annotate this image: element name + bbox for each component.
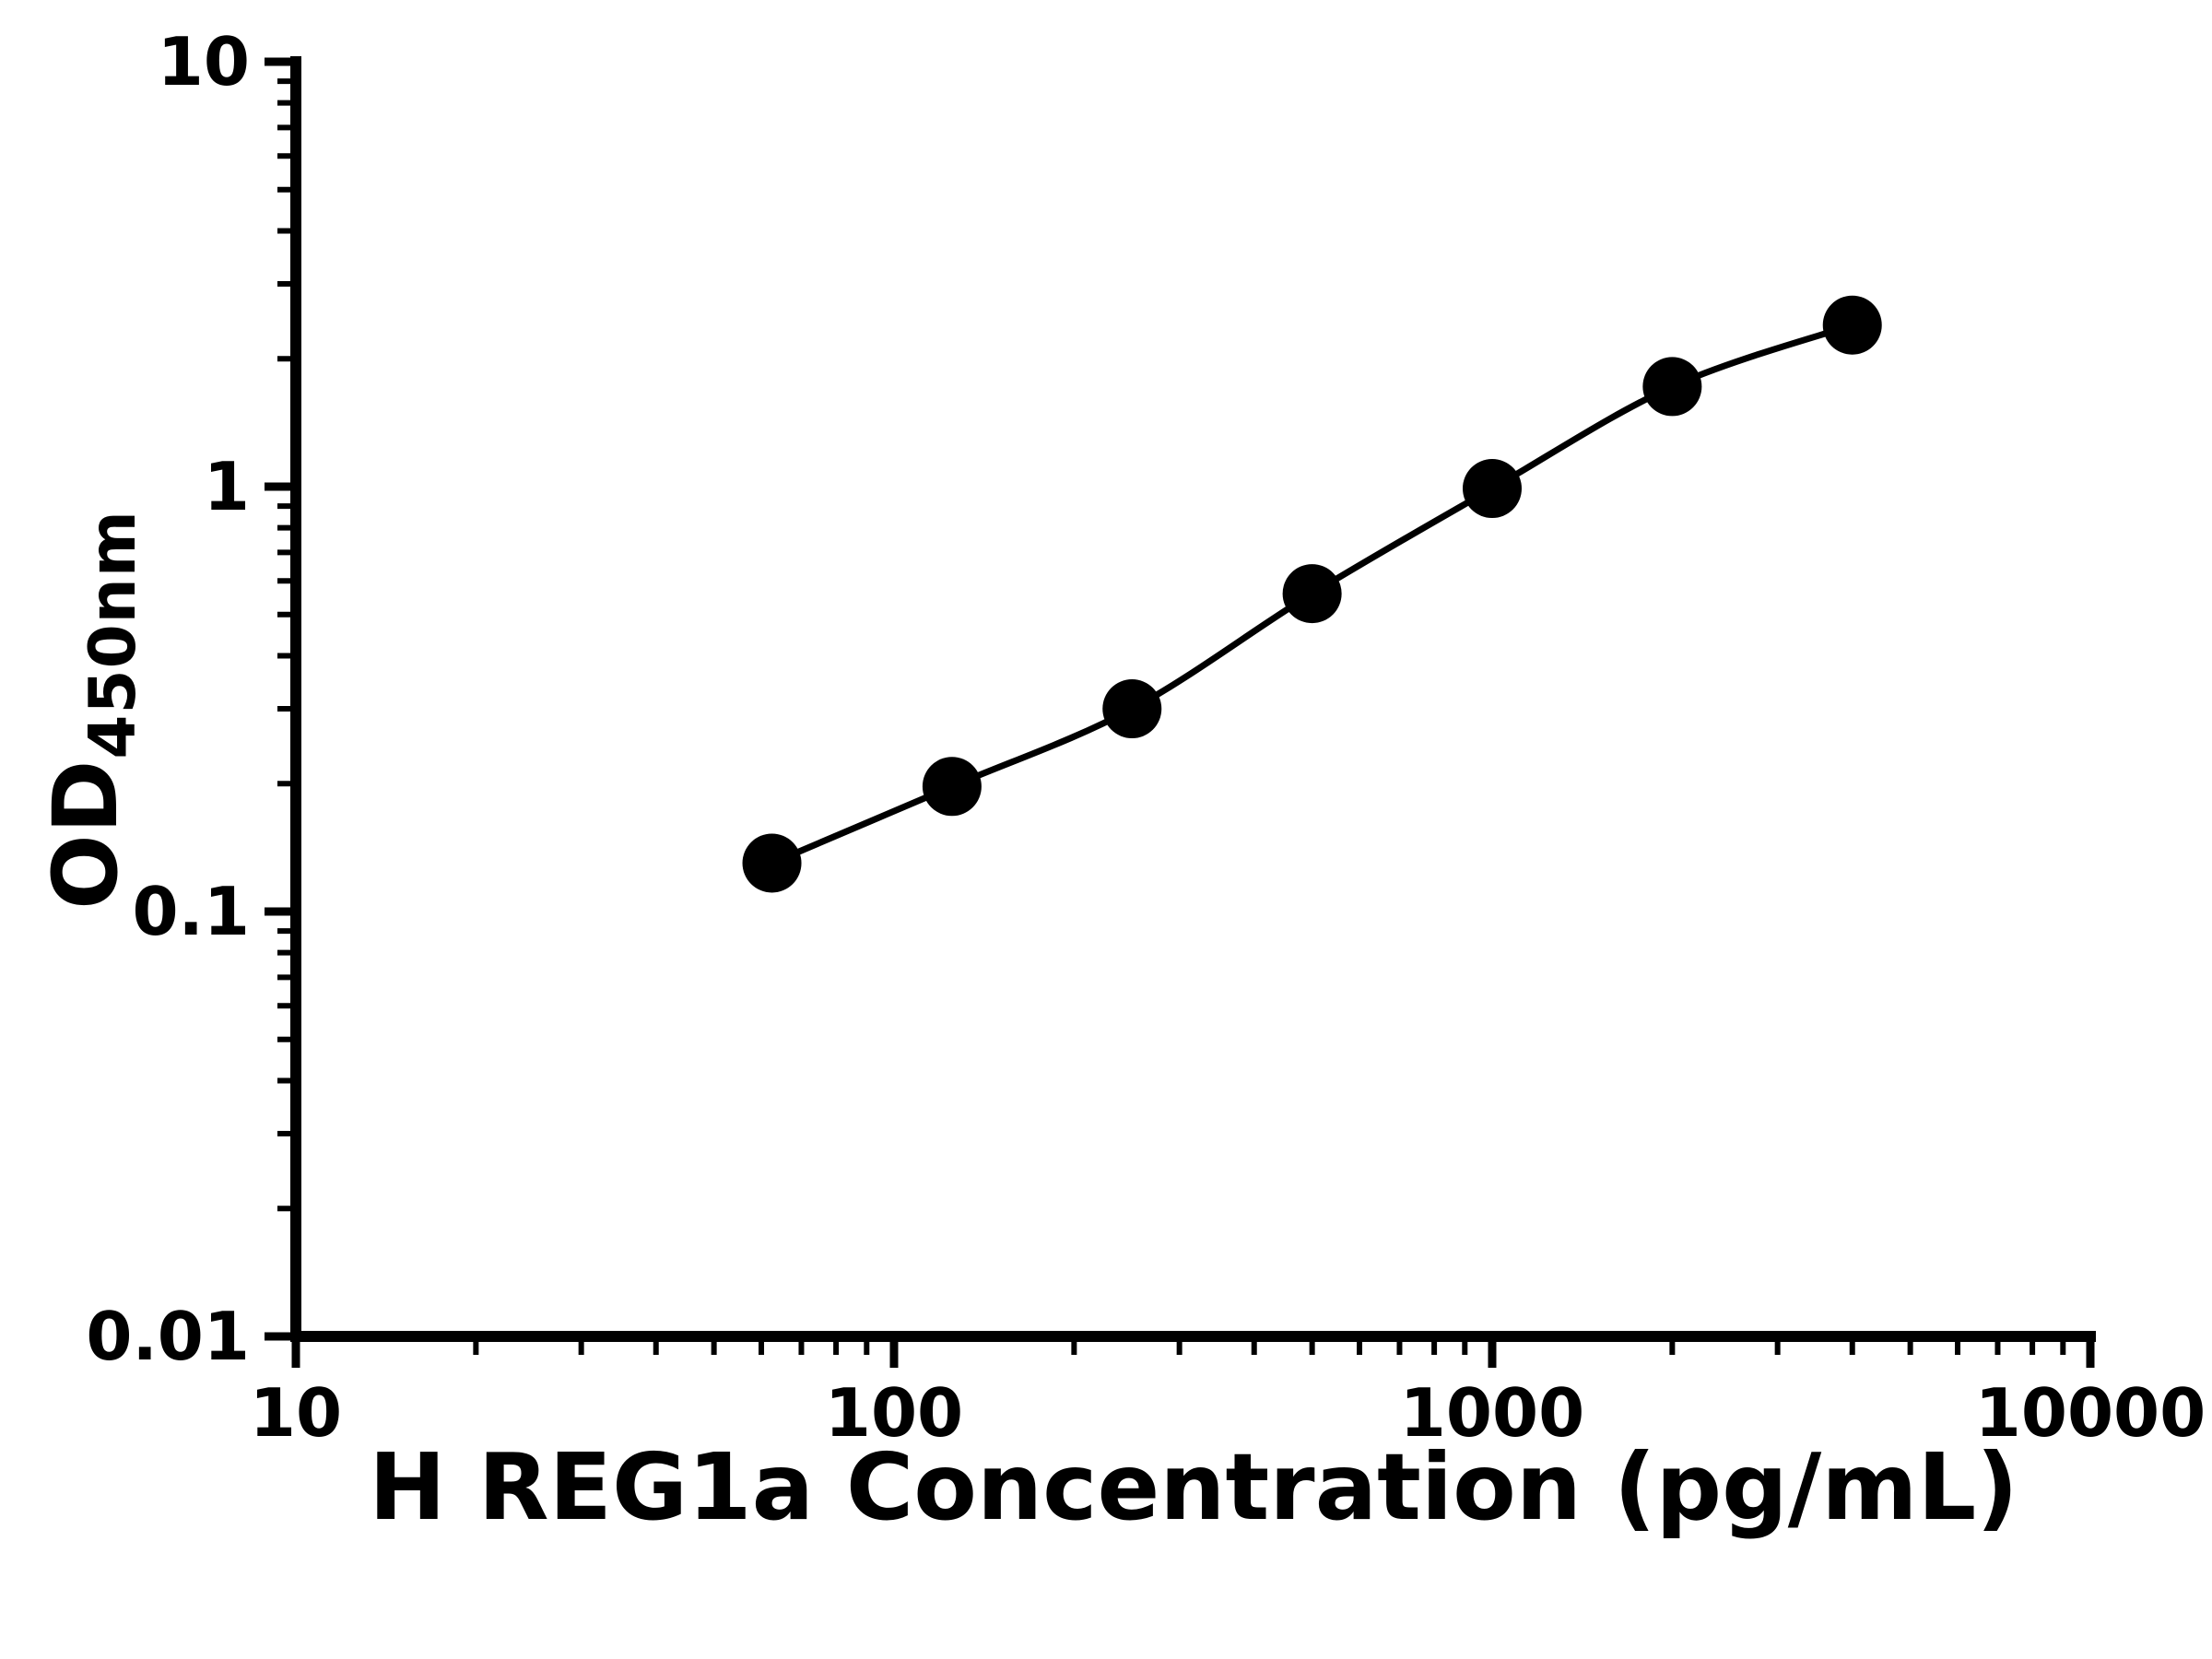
x-tick-label: 1000	[1400, 1374, 1584, 1452]
x-tick-label: 100	[825, 1374, 963, 1452]
x-tick-label: 10000	[1975, 1374, 2206, 1452]
x-axis-title: H REG1a Concentration (pg/mL)	[369, 1433, 2018, 1541]
y-tick-label: 0.01	[86, 1298, 250, 1375]
data-point	[742, 833, 802, 893]
x-tick-label: 10	[250, 1374, 342, 1452]
data-point	[1463, 459, 1522, 519]
y-tick-label: 10	[158, 23, 250, 100]
y-tick-label: 0.1	[132, 873, 250, 950]
data-point	[1642, 357, 1702, 417]
data-point	[1102, 679, 1162, 739]
y-tick-label: 1	[204, 448, 250, 525]
y-axis-title-main: OD	[33, 759, 137, 910]
data-point	[1282, 564, 1342, 624]
y-axis-title: OD450nm	[34, 510, 150, 910]
data-point	[922, 757, 982, 817]
data-point	[1822, 295, 1882, 355]
y-axis-title-sub: 450nm	[76, 510, 151, 759]
